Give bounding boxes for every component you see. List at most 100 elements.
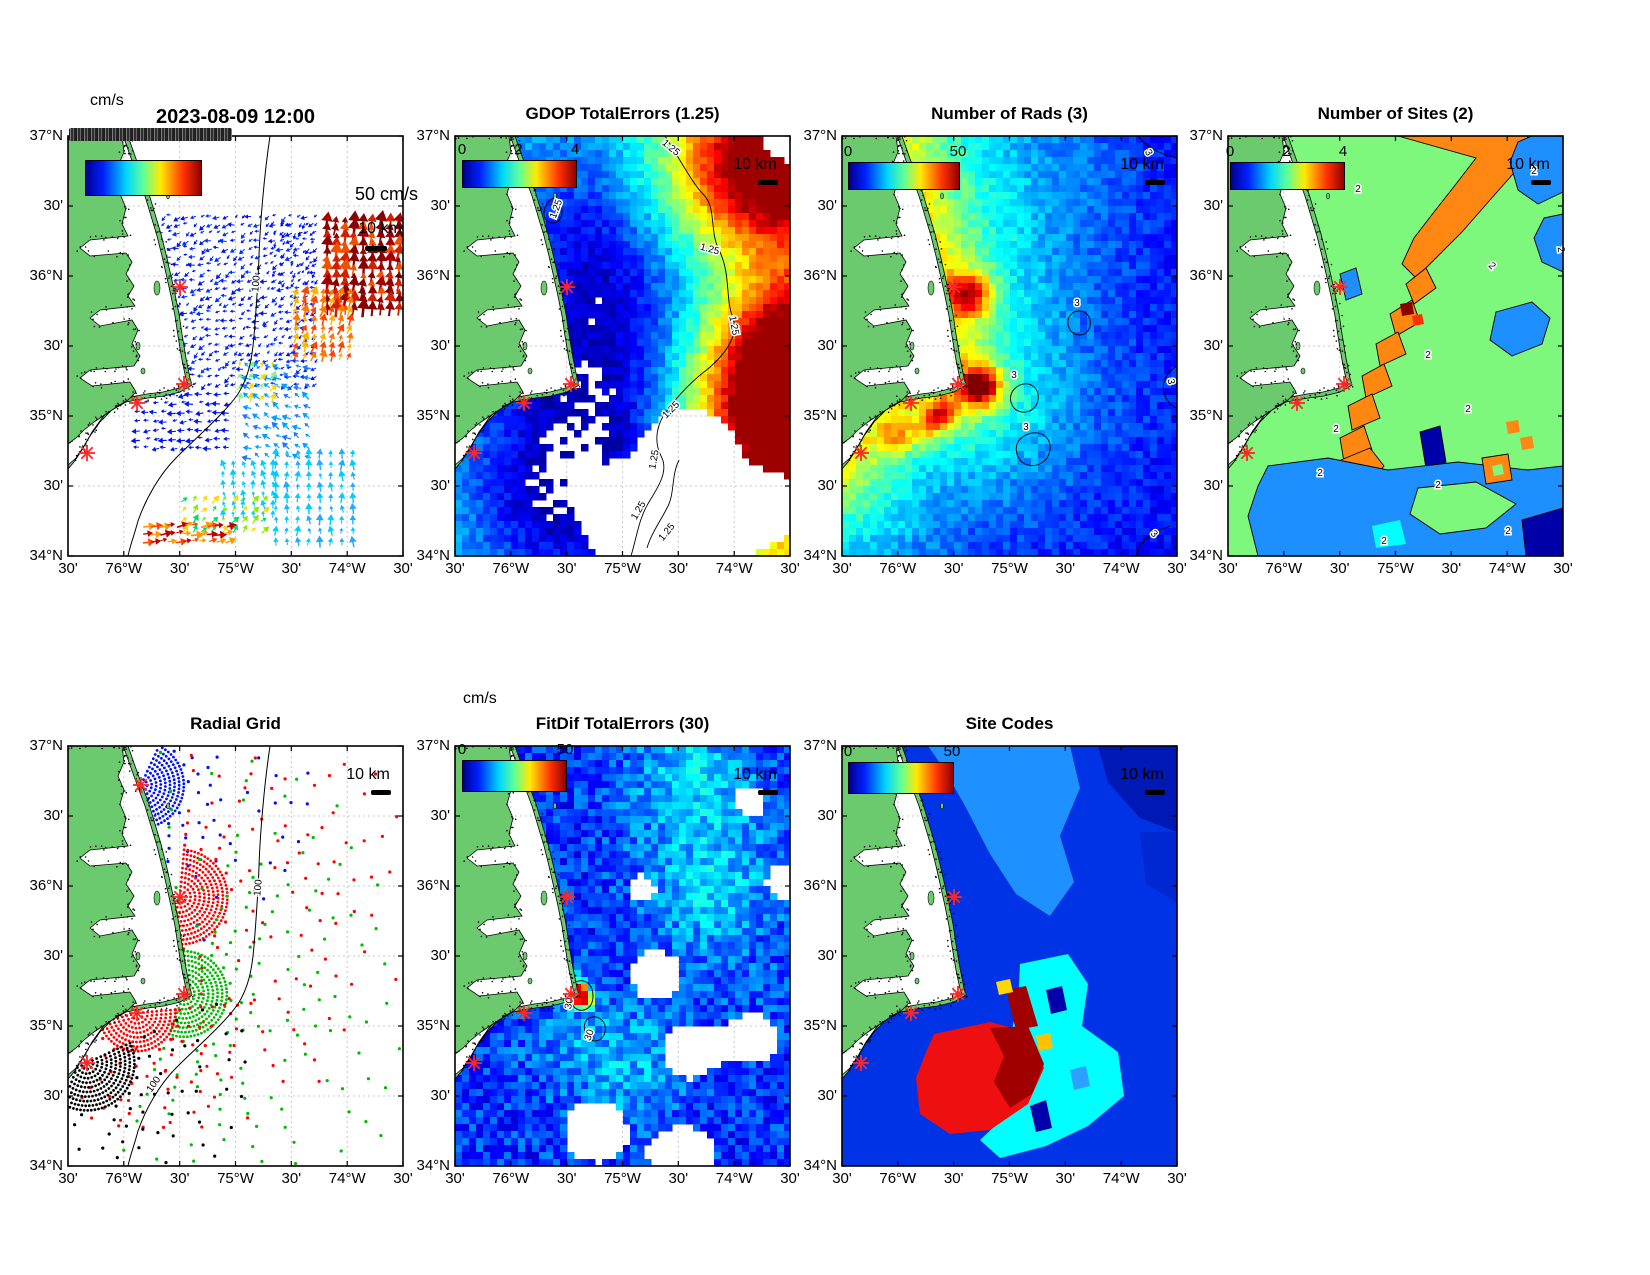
y-tick-label: 37°N <box>803 737 837 754</box>
y-tick-label: 30' <box>817 337 837 354</box>
x-tick-label: 30' <box>445 560 465 577</box>
colorbar-tick-label: 0 <box>1225 143 1235 160</box>
colorbar-tick-labels-overlapped <box>69 128 232 141</box>
panel-title: GDOP TotalErrors (1.25) <box>525 104 720 123</box>
x-tick-label: 30' <box>668 1170 689 1187</box>
map-plot <box>841 745 1178 1167</box>
y-tick-label: 37°N <box>416 127 450 144</box>
x-tick-label: 30' <box>1167 1170 1187 1187</box>
x-tick-label: 30' <box>780 1170 800 1187</box>
panel-currents: 2023-08-09 12:00 100 37°N 30' 36°N 30' 35°N 3… <box>29 92 418 577</box>
colorbar-jet <box>1230 162 1345 190</box>
x-tick-label: 30' <box>556 1170 577 1187</box>
colorbar-tick-label: 50 <box>949 143 967 160</box>
y-tick-label: 37°N <box>416 737 450 754</box>
y-tick-label: 35°N <box>29 1017 63 1034</box>
y-tick-label: 34°N <box>416 547 450 564</box>
y-tick-label: 34°N <box>416 1157 450 1174</box>
x-tick-label: 76°W <box>105 560 143 577</box>
x-tick-label: 30' <box>1055 560 1076 577</box>
colorbar-units-label: cm/s <box>90 92 124 109</box>
x-tick-label: 75°W <box>217 1170 254 1187</box>
colorbar-jet <box>85 160 202 196</box>
x-tick-label: 30' <box>58 560 78 577</box>
scale-label: 10 km <box>1120 156 1164 173</box>
x-tick-label: 75°W <box>604 560 641 577</box>
svg-text:1.25: 1.25 <box>726 315 740 337</box>
x-tick-label: 30' <box>281 560 302 577</box>
y-tick-label: 30' <box>43 807 63 824</box>
map-plot: 1.251.251.251.251.251.251.251.25 <box>454 135 791 557</box>
y-tick-label: 30' <box>430 1087 450 1104</box>
panel-sitecodes: Site Codes 37°N 30' 36°N 30' 35°N 30' 34°N 30' 7… <box>803 714 1186 1187</box>
y-tick-label: 30' <box>43 337 63 354</box>
y-tick-label: 30' <box>1203 337 1223 354</box>
x-tick-label: 75°W <box>604 1170 641 1187</box>
y-tick-label: 34°N <box>803 547 837 564</box>
y-tick-label: 30' <box>43 197 63 214</box>
scale-label: 10 km <box>1120 766 1164 783</box>
y-tick-label: 36°N <box>803 267 837 284</box>
x-tick-label: 30' <box>943 560 964 577</box>
colorbar-jet <box>848 762 954 794</box>
colorbar-tick-label: 0 <box>843 143 853 160</box>
x-tick-label: 30' <box>393 560 413 577</box>
y-tick-label: 36°N <box>803 877 837 894</box>
y-tick-label: 30' <box>43 947 63 964</box>
x-tick-label: 76°W <box>105 1170 143 1187</box>
y-tick-label: 35°N <box>803 407 837 424</box>
svg-text:100: 100 <box>250 275 262 293</box>
colorbar-tick-label: 2 <box>1282 143 1291 160</box>
y-tick-label: 36°N <box>29 877 63 894</box>
x-tick-label: 30' <box>169 560 190 577</box>
svg-text:1.25: 1.25 <box>629 499 648 522</box>
x-tick-label: 30' <box>556 560 577 577</box>
y-tick-label: 34°N <box>29 1157 63 1174</box>
y-tick-label: 36°N <box>416 267 450 284</box>
scale-label: 10 km <box>358 220 402 237</box>
x-tick-label: 30' <box>1329 560 1350 577</box>
x-tick-label: 30' <box>943 1170 964 1187</box>
y-tick-label: 30' <box>817 947 837 964</box>
x-tick-label: 30' <box>281 1170 302 1187</box>
x-tick-label: 74°W <box>1102 560 1140 577</box>
x-tick-label: 76°W <box>492 1170 530 1187</box>
y-tick-label: 35°N <box>803 1017 837 1034</box>
colorbar-tick-label: 4 <box>1338 143 1348 160</box>
panel-title: Number of Rads (3) <box>931 104 1088 123</box>
svg-text:1.25: 1.25 <box>657 521 678 543</box>
map-plot: 100 <box>67 135 404 557</box>
y-tick-label: 35°N <box>29 407 63 424</box>
scale-label: 10 km <box>733 766 777 783</box>
scale-label: 10 km <box>1506 156 1550 173</box>
panel-fitdif: FitDif TotalErrors (30) 30 30 37°N 30' 36°N… <box>416 690 799 1187</box>
scale-bar <box>1145 790 1165 795</box>
velocity-scale-key: 50 cm/s <box>354 184 418 204</box>
y-tick-label: 30' <box>817 197 837 214</box>
panel-radialgrid: Radial Grid 100 100 37°N 30' 36°N 30' 35°N 30'… <box>29 714 412 1187</box>
x-tick-label: 74°W <box>328 1170 366 1187</box>
x-tick-label: 76°W <box>879 560 917 577</box>
panel-title: Number of Sites (2) <box>1317 104 1474 123</box>
y-tick-label: 30' <box>430 477 450 494</box>
y-tick-label: 36°N <box>1189 267 1223 284</box>
x-tick-label: 76°W <box>879 1170 917 1187</box>
y-tick-label: 30' <box>1203 477 1223 494</box>
x-tick-label: 30' <box>1553 560 1573 577</box>
panel-title: 2023-08-09 12:00 <box>155 106 315 128</box>
x-tick-label: 74°W <box>715 1170 753 1187</box>
x-tick-label: 75°W <box>1377 560 1414 577</box>
x-tick-label: 74°W <box>715 560 753 577</box>
x-tick-label: 76°W <box>1265 560 1303 577</box>
x-tick-label: 75°W <box>217 560 254 577</box>
y-tick-label: 35°N <box>416 407 450 424</box>
x-tick-label: 74°W <box>1488 560 1526 577</box>
y-tick-label: 30' <box>817 477 837 494</box>
y-tick-label: 35°N <box>1189 407 1223 424</box>
x-tick-label: 30' <box>1167 560 1187 577</box>
scale-label: 10 km <box>346 766 390 783</box>
scale-label: 10 km <box>733 156 777 173</box>
colorbar-tick-label: 0 <box>843 743 853 760</box>
